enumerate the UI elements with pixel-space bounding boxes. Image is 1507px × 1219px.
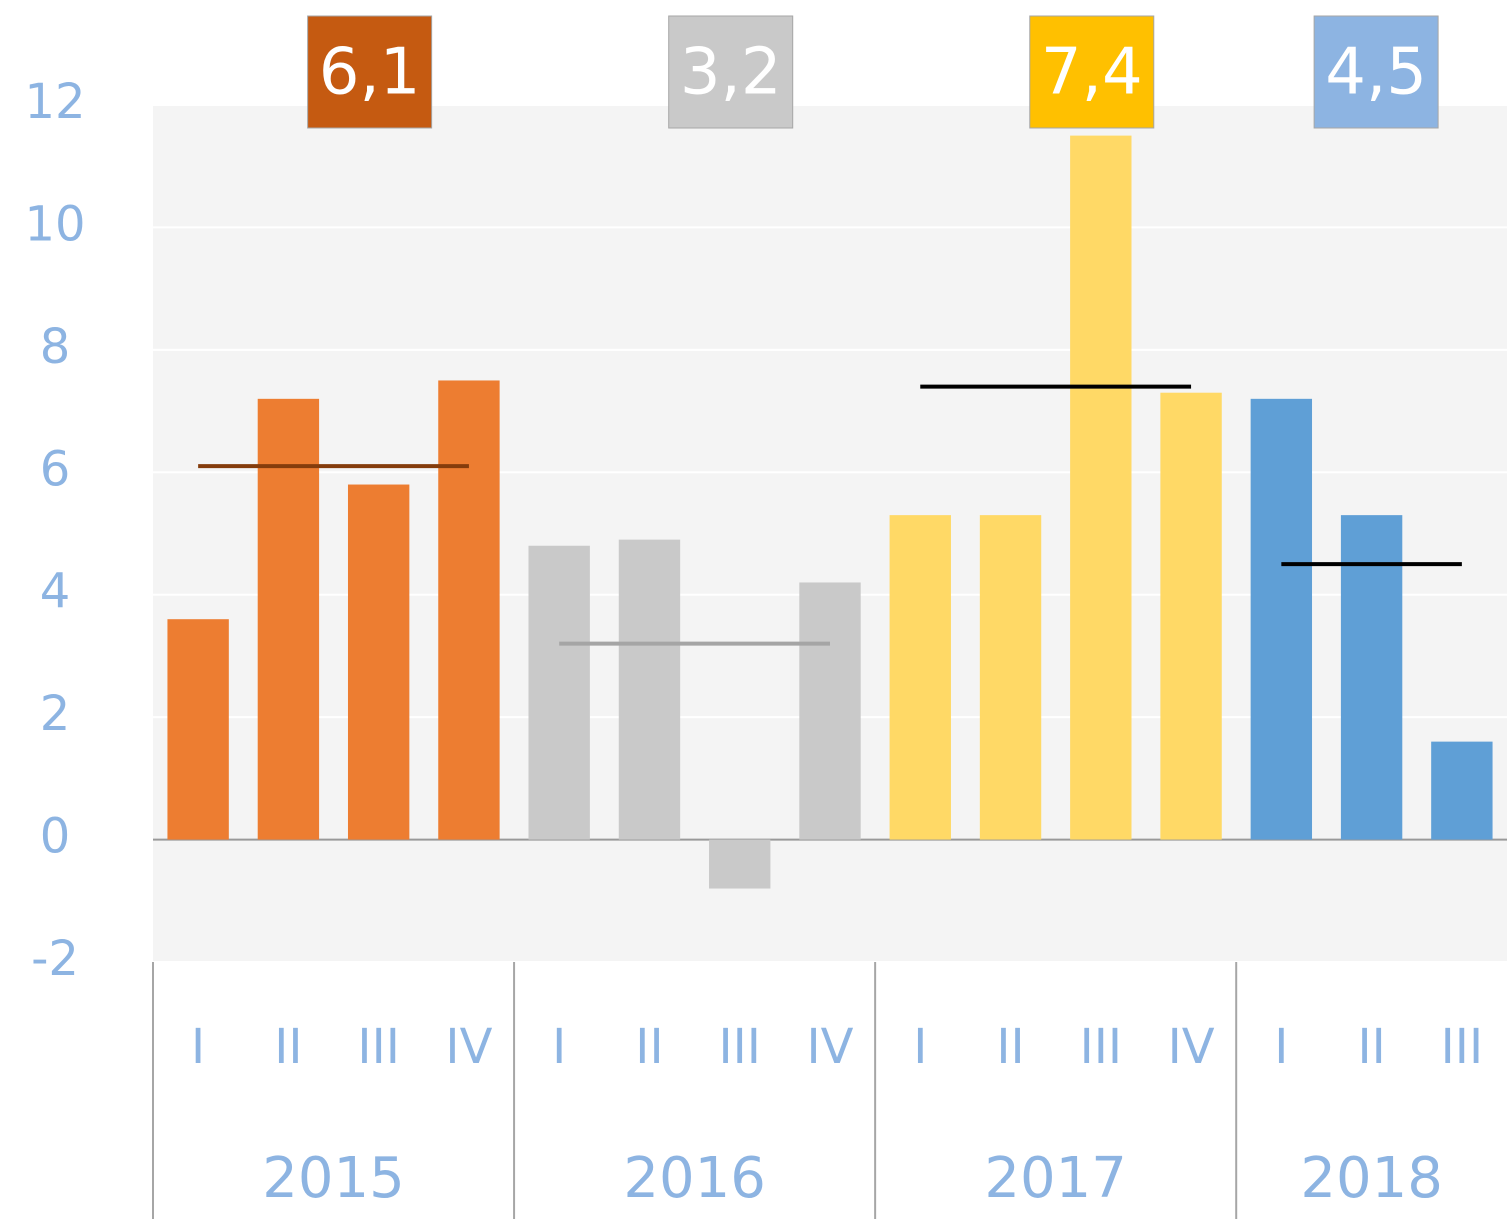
group-label: 2017: [984, 1146, 1127, 1211]
x-tick-label: III: [1080, 1019, 1122, 1075]
average-label: 3,2: [680, 36, 782, 110]
y-tick-label: 8: [40, 319, 71, 375]
bar: [528, 545, 590, 840]
x-tick-label: III: [357, 1019, 399, 1075]
y-tick-label: 4: [40, 564, 71, 620]
average-label: 7,4: [1041, 36, 1143, 110]
average-label: 6,1: [319, 36, 421, 110]
y-tick-label: 2: [40, 686, 71, 742]
x-tick-label: IV: [807, 1019, 854, 1075]
bar: [347, 484, 410, 840]
x-tick-label: II: [635, 1019, 663, 1075]
x-tick-label: I: [191, 1019, 205, 1075]
bar: [438, 380, 500, 840]
average-box: [668, 15, 794, 129]
y-tick-label: 6: [40, 441, 71, 497]
bar: [979, 515, 1042, 840]
bar: [257, 398, 320, 840]
bar: [709, 839, 771, 889]
bar: [1160, 392, 1222, 840]
bar: [1431, 741, 1493, 840]
bar: [618, 539, 681, 840]
bar: [167, 619, 229, 840]
x-tick-label: II: [996, 1019, 1024, 1075]
x-tick-label: IV: [1168, 1019, 1215, 1075]
group-label: 2016: [623, 1146, 766, 1211]
average-label: 4,5: [1325, 36, 1427, 110]
average-box: [1313, 15, 1439, 129]
average-box: [1029, 15, 1155, 129]
y-tick-label: 0: [40, 809, 71, 865]
x-tick-label: IV: [445, 1019, 492, 1075]
y-tick-label: -2: [31, 931, 79, 987]
x-tick-label: III: [1441, 1019, 1483, 1075]
x-tick-label: III: [718, 1019, 760, 1075]
x-tick-label: II: [274, 1019, 302, 1075]
bar: [1070, 135, 1132, 840]
bar: [799, 582, 861, 840]
bar: [1340, 515, 1403, 840]
average-box: [307, 15, 433, 129]
y-tick-label: 10: [24, 196, 85, 252]
y-tick-label: 12: [24, 74, 85, 130]
x-tick-label: I: [552, 1019, 566, 1075]
x-tick-label: I: [1274, 1019, 1288, 1075]
bar: [1250, 398, 1313, 840]
group-label: 2015: [262, 1146, 405, 1211]
bar: [889, 515, 951, 840]
x-tick-label: II: [1357, 1019, 1385, 1075]
x-tick-label: I: [913, 1019, 927, 1075]
group-label: 2018: [1300, 1146, 1443, 1211]
